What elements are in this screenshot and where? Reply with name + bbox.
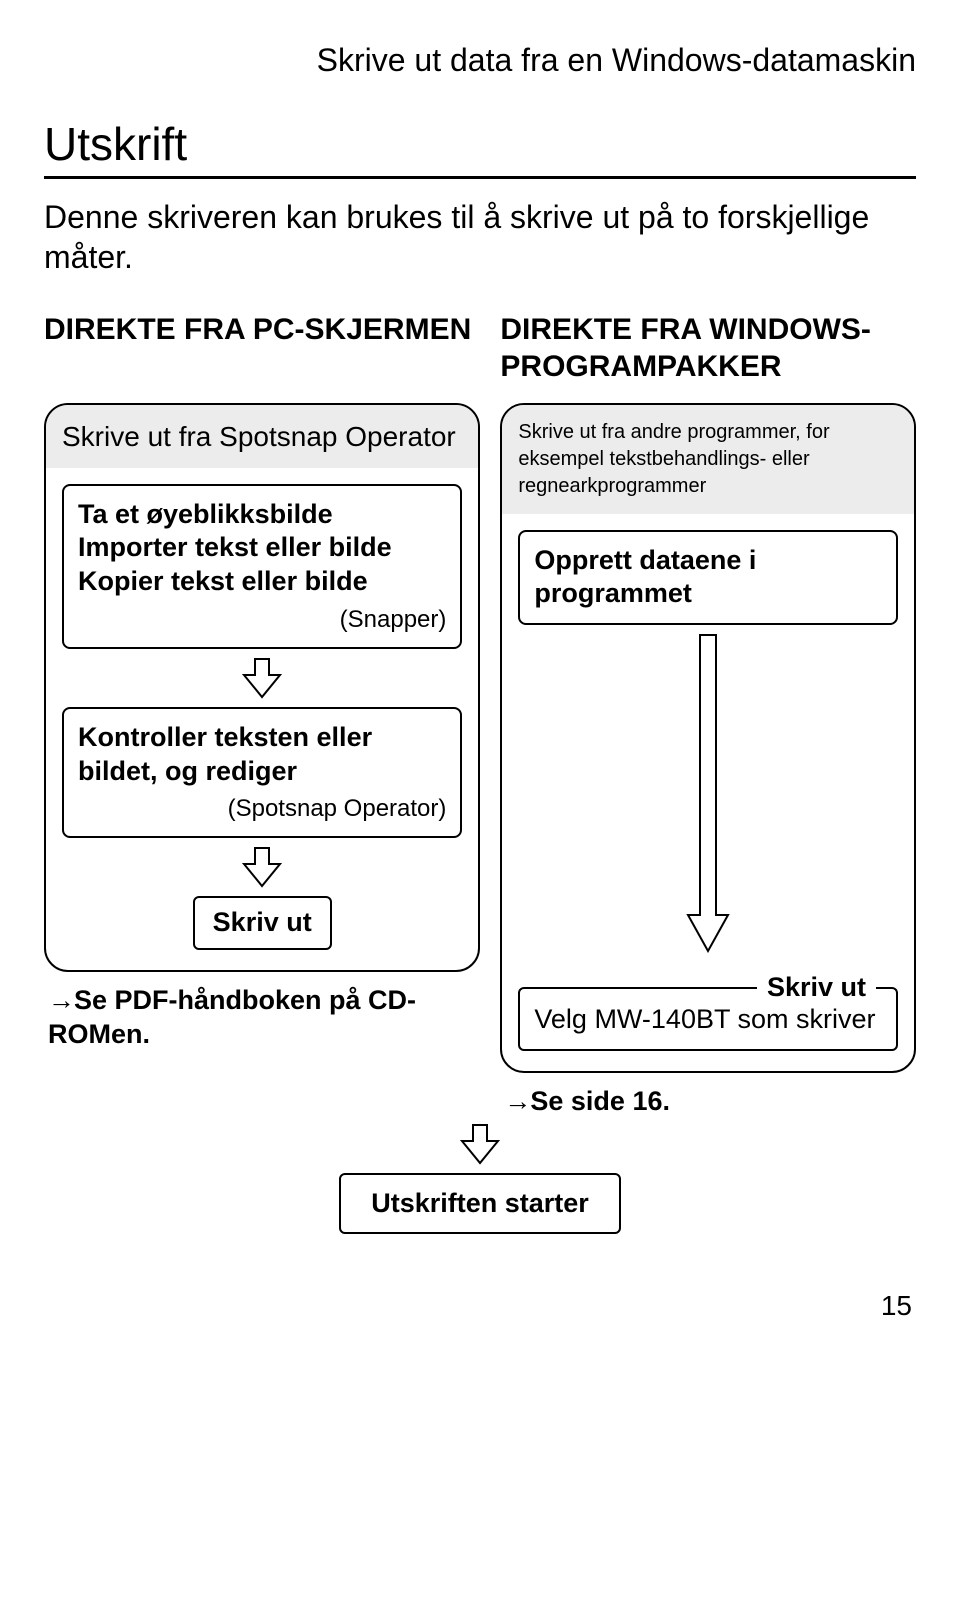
intro-text: Denne skriveren kan brukes til å skrive …	[44, 197, 916, 277]
left-step-1: Ta et øyeblikksbilde Importer tekst elle…	[62, 484, 462, 649]
arrow-1	[62, 657, 462, 699]
left-link-text: Se PDF-håndboken på CD-ROMen.	[48, 985, 416, 1049]
left-step-2-text: Kontroller teksten eller bildet, og redi…	[78, 722, 372, 786]
arrow-2	[62, 846, 462, 888]
right-heading: DIREKTE FRA WINDOWS-PROGRAMPAKKER	[500, 311, 916, 387]
right-panel: Skrive ut fra andre programmer, for ekse…	[500, 403, 916, 1073]
section-title: Utskrift	[44, 116, 916, 179]
left-step-2: Kontroller teksten eller bildet, og redi…	[62, 707, 462, 839]
down-arrow-icon	[242, 657, 282, 699]
right-link-text: Se side 16.	[530, 1086, 670, 1116]
right-arrow-icon: →	[48, 984, 74, 1018]
left-panel: Skrive ut fra Spotsnap Operator Ta et øy…	[44, 403, 480, 973]
left-gray-band: Skrive ut fra Spotsnap Operator	[46, 405, 478, 468]
left-subtitle: Skrive ut fra Spotsnap Operator	[62, 419, 462, 454]
final-box: Utskriften starter	[339, 1173, 621, 1235]
left-step-1-text: Ta et øyeblikksbilde Importer tekst elle…	[78, 499, 392, 597]
page-header: Skrive ut data fra en Windows-datamaskin	[44, 40, 916, 80]
right-print-fieldset: Skriv ut Velg MW-140BT som skriver	[518, 987, 898, 1051]
long-down-arrow-icon	[686, 633, 730, 953]
down-arrow-icon	[242, 846, 282, 888]
left-step-1-note: (Snapper)	[78, 605, 446, 635]
down-arrow-icon	[460, 1123, 500, 1165]
page-number: 15	[44, 1288, 916, 1323]
left-heading: DIREKTE FRA PC-SKJERMEN	[44, 311, 480, 387]
left-link: →Se PDF-håndboken på CD-ROMen.	[44, 984, 480, 1052]
right-gray-band: Skrive ut fra andre programmer, for ekse…	[502, 405, 914, 514]
flow-columns: DIREKTE FRA PC-SKJERMEN Skrive ut fra Sp…	[44, 311, 916, 1119]
arrow-long	[518, 633, 898, 953]
right-print-body: Velg MW-140BT som skriver	[534, 1004, 875, 1034]
right-print-legend: Skriv ut	[757, 971, 876, 1005]
right-link: →Se side 16.	[500, 1085, 916, 1119]
right-column: DIREKTE FRA WINDOWS-PROGRAMPAKKER Skrive…	[500, 311, 916, 1119]
final-row: Utskriften starter	[44, 1173, 916, 1235]
left-step-2-note: (Spotsnap Operator)	[78, 794, 446, 824]
right-step-1-text: Opprett dataene i programmet	[534, 545, 756, 609]
arrow-final	[44, 1123, 916, 1165]
left-print-box: Skriv ut	[193, 896, 332, 950]
left-print-wrap: Skriv ut	[62, 896, 462, 950]
right-arrow-icon: →	[504, 1085, 530, 1119]
right-subtitle: Skrive ut fra andre programmer, for ekse…	[518, 419, 898, 500]
right-step-1: Opprett dataene i programmet	[518, 530, 898, 626]
left-column: DIREKTE FRA PC-SKJERMEN Skrive ut fra Sp…	[44, 311, 480, 1119]
